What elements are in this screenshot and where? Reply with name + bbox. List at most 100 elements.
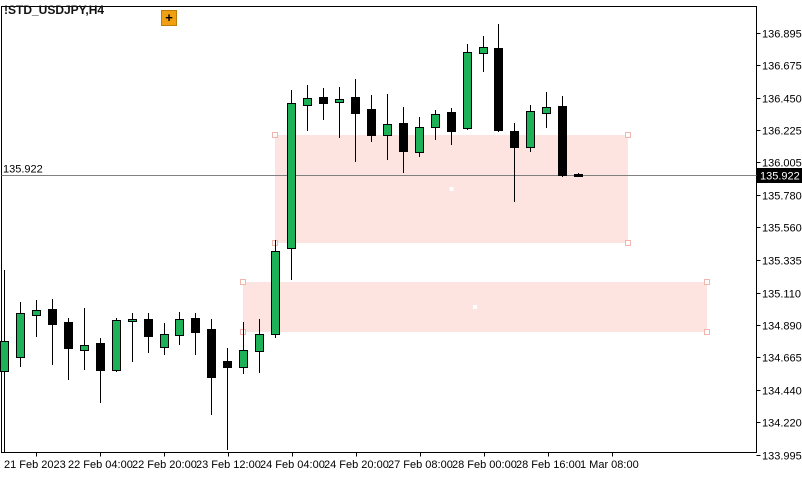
time-axis-label: 28 Feb 00:00 [452,459,517,471]
candle [510,123,519,202]
bear-candle-body [367,109,376,136]
candle [383,94,392,160]
bull-candle-body [32,310,41,316]
bull-candle-body [415,127,424,153]
candle [239,322,248,374]
zone-selection-handle[interactable] [625,132,631,138]
bull-candle-body [160,334,169,348]
candle [431,110,440,140]
bear-candle-body [223,361,232,368]
bull-candle-body [128,319,137,322]
candle [303,85,312,131]
price-axis-label: 134.220 [762,418,802,430]
chart-frame [1,6,757,453]
candle [96,338,105,403]
price-axis-label: 134.665 [762,353,802,365]
candle [447,108,456,145]
price-axis-label: 134.440 [762,386,802,398]
bull-candle-body [431,114,440,128]
bear-candle-body [510,131,519,148]
bear-candle-body [96,343,105,371]
bull-candle-body [0,341,9,372]
price-axis-label: 136.005 [762,158,802,170]
zone-selection-handle[interactable] [704,329,710,335]
bull-candle-body [383,124,392,136]
bear-candle-body [191,318,200,333]
candle [80,308,89,370]
price-axis-label: 135.560 [762,223,802,235]
candle [207,319,216,415]
chart-title: !STD_USDJPY,H4 [4,3,105,17]
zone-selection-handle[interactable] [704,279,710,285]
bull-candle-body [463,52,472,129]
time-axis-label: 28 Feb 16:00 [516,459,581,471]
price-axis-label: 136.895 [762,29,802,41]
candle [32,300,41,337]
candle [0,270,9,452]
bear-candle-body [48,309,57,325]
candle [48,299,57,365]
current-price-badge-label: 135.922 [760,171,800,183]
price-axis-label: 135.335 [762,256,802,268]
candle [542,92,551,128]
bear-candle-body [207,329,216,378]
price-axis-label: 135.780 [762,191,802,203]
bear-candle-body [144,319,153,337]
price-axis-label: 135.110 [762,289,801,301]
candle [367,95,376,142]
zone-selection-handle[interactable] [240,279,246,285]
current-price-left-label: 135.922 [3,164,43,176]
bear-candle-body [399,123,408,152]
bull-candle-body [287,103,296,249]
bull-candle-body [255,334,264,352]
candle [128,313,137,362]
candle [287,90,296,280]
bull-candle-body [479,47,488,54]
price-axis-label: 136.450 [762,94,802,106]
time-axis-label: 21 Feb 2023 [4,459,66,471]
candle [494,24,503,132]
candle [415,117,424,157]
candle [144,313,153,353]
time-axis-label: 22 Feb 20:00 [132,459,197,471]
candle [479,36,488,72]
zone-center-handle[interactable] [473,305,477,309]
bear-candle-body [351,97,360,114]
time-axis-label: 1 Mar 08:00 [580,459,639,471]
bear-candle-body [574,174,583,177]
time-axis-label: 27 Feb 08:00 [388,459,453,471]
time-axis-label: 23 Feb 12:00 [196,459,261,471]
current-price-badge [757,168,802,183]
time-axis-label: 22 Feb 04:00 [68,459,133,471]
zone-selection-handle[interactable] [625,240,631,246]
candle [160,323,169,355]
price-axis-label: 136.225 [762,126,802,138]
candle [255,319,264,373]
bull-candle-body [542,107,551,114]
candle [319,88,328,120]
candle [112,318,121,372]
bull-candle-body [239,350,248,368]
candle [558,96,567,177]
candle [526,105,535,152]
candle [191,313,200,355]
bull-candle-body [175,319,184,336]
price-axis-label: 133.995 [762,451,802,463]
add-object-button[interactable]: + [161,10,177,26]
bull-candle-body [303,98,312,106]
candle [399,107,408,173]
price-axis-label: 136.675 [762,61,802,73]
time-axis-label: 24 Feb 20:00 [324,459,389,471]
bear-candle-body [494,48,503,131]
candle [16,302,25,367]
candle [463,44,472,130]
candle [271,240,280,338]
zone-center-handle[interactable] [449,187,454,191]
bull-candle-body [80,345,89,351]
bull-candle-body [335,99,344,103]
candle [574,173,583,177]
bull-candle-body [526,111,535,148]
zone-selection-handle[interactable] [272,132,278,138]
